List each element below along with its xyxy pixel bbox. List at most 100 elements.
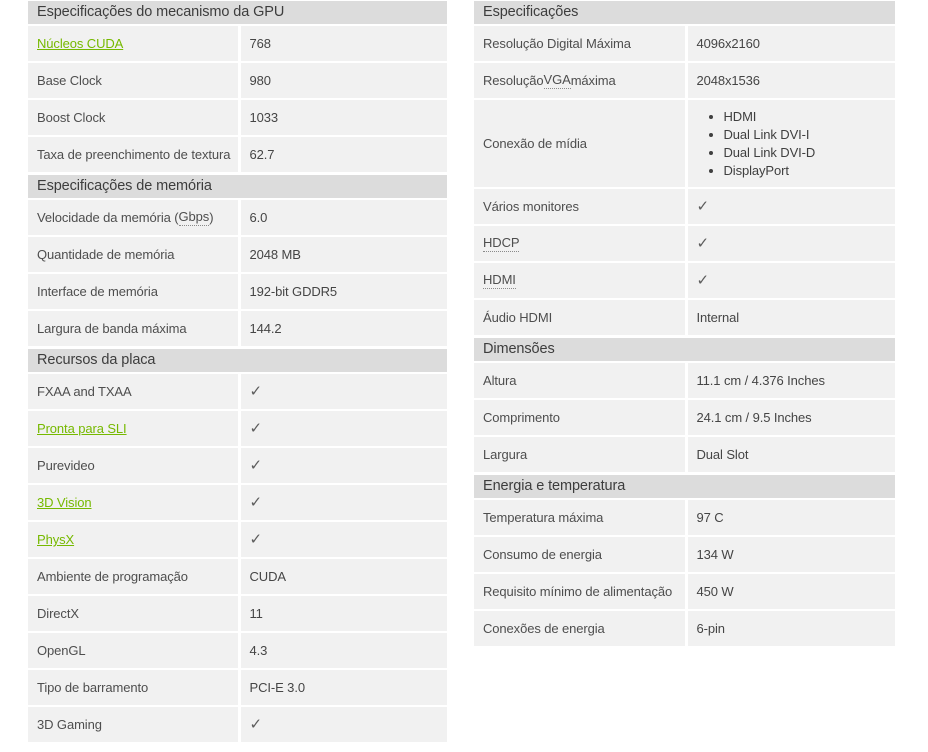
spec-label: Base Clock xyxy=(28,63,238,98)
spec-label: HDMI xyxy=(474,263,685,298)
spec-label-text: Velocidade da memória ( xyxy=(37,210,179,225)
spec-label-text: Tipo de barramento xyxy=(37,680,149,695)
spec-value-text: 62.7 xyxy=(249,147,275,162)
check-icon: ✓ xyxy=(249,383,263,400)
spec-value: ✓ xyxy=(684,226,896,261)
section-header-power-temperature: Energia e temperatura xyxy=(474,475,895,498)
media-connection-list: HDMIDual Link DVI-IDual Link DVI-DDispla… xyxy=(697,107,816,180)
spec-value: 62.7 xyxy=(237,137,448,172)
tooltip-term[interactable]: HDMI xyxy=(483,272,516,289)
spec-label: Requisito mínimo de alimentação xyxy=(474,574,685,609)
list-item: DisplayPort xyxy=(724,162,816,179)
spec-row: Resolução Digital Máxima 4096x2160 xyxy=(474,26,895,61)
spec-value-text: 144.2 xyxy=(249,321,282,336)
spec-label-text: Boost Clock xyxy=(37,110,106,125)
spec-label: Quantidade de memória xyxy=(28,237,238,272)
spec-label: Largura de banda máxima xyxy=(28,311,238,346)
spec-value-text: 980 xyxy=(249,73,271,88)
spec-label-text: Taxa de preenchimento de textura xyxy=(37,147,231,162)
spec-value-text: 24.1 cm / 9.5 Inches xyxy=(696,410,812,425)
spec-label-text: OpenGL xyxy=(37,643,86,658)
spec-value: ✓ xyxy=(237,485,448,520)
spec-row: OpenGL 4.3 xyxy=(28,633,447,668)
spec-value-text: 2048 MB xyxy=(249,247,301,262)
spec-row: PhysX ✓ xyxy=(28,522,447,557)
spec-value: HDMIDual Link DVI-IDual Link DVI-DDispla… xyxy=(684,100,896,187)
spec-row: DirectX 11 xyxy=(28,596,447,631)
spec-value-text: 450 W xyxy=(696,584,734,599)
spec-value: 24.1 cm / 9.5 Inches xyxy=(684,400,896,435)
section-dimensions: Dimensões Altura 11.1 cm / 4.376 Inches Com… xyxy=(474,338,895,472)
spec-link[interactable]: Pronta para SLI xyxy=(37,421,127,436)
spec-row: Requisito mínimo de alimentação 450 W xyxy=(474,574,895,609)
check-icon: ✓ xyxy=(249,420,263,437)
spec-value: 2048x1536 xyxy=(684,63,896,98)
spec-link[interactable]: 3D Vision xyxy=(37,495,92,510)
spec-label-text: Altura xyxy=(483,373,517,388)
spec-row: 3D Vision ✓ xyxy=(28,485,447,520)
spec-label-text: Interface de memória xyxy=(37,284,158,299)
spec-label: 3D Gaming xyxy=(28,707,238,742)
tooltip-term[interactable]: HDCP xyxy=(483,235,520,252)
section-header-display-specs: Especificações xyxy=(474,1,895,24)
spec-label: Conexão de mídia xyxy=(474,100,685,187)
spec-value: ✓ xyxy=(237,448,448,483)
section-header-memory-specs: Especificações de memória xyxy=(28,175,447,198)
spec-value: 1033 xyxy=(237,100,448,135)
spec-row: Conexão de mídia HDMIDual Link DVI-IDual … xyxy=(474,100,895,187)
spec-label-text: Base Clock xyxy=(37,73,102,88)
spec-value: 4.3 xyxy=(237,633,448,668)
tooltip-term[interactable]: VGA xyxy=(543,72,571,89)
spec-value-text: 192-bit GDDR5 xyxy=(249,284,338,299)
spec-row: Ambiente de programação CUDA xyxy=(28,559,447,594)
spec-label-text: Purevideo xyxy=(37,458,95,473)
spec-label: Consumo de energia xyxy=(474,537,685,572)
spec-value-text: 4096x2160 xyxy=(696,36,761,51)
spec-value-text: Internal xyxy=(696,310,740,325)
spec-value: 144.2 xyxy=(237,311,448,346)
spec-value-text: 4.3 xyxy=(249,643,268,658)
check-icon: ✓ xyxy=(249,494,263,511)
spec-row: Áudio HDMI Internal xyxy=(474,300,895,335)
spec-value: ✓ xyxy=(237,522,448,557)
spec-value-text: PCI-E 3.0 xyxy=(249,680,306,695)
spec-value: ✓ xyxy=(237,411,448,446)
spec-label: Comprimento xyxy=(474,400,685,435)
spec-label: OpenGL xyxy=(28,633,238,668)
spec-row: Altura 11.1 cm / 4.376 Inches xyxy=(474,363,895,398)
spec-label-text: Quantidade de memória xyxy=(37,247,175,262)
section-header-gpu-engine-specs: Especificações do mecanismo da GPU xyxy=(28,1,447,24)
spec-value: 768 xyxy=(237,26,448,61)
spec-label-text: máxima xyxy=(570,73,616,88)
spec-link[interactable]: Núcleos CUDA xyxy=(37,36,124,51)
spec-column-right: Especificações Resolução Digital Máxima 40… xyxy=(474,1,895,648)
spec-row: 3D Gaming ✓ xyxy=(28,707,447,742)
spec-value: ✓ xyxy=(237,374,448,409)
spec-label-text: Largura xyxy=(483,447,528,462)
spec-row: Vários monitores ✓ xyxy=(474,189,895,224)
spec-label: Largura xyxy=(474,437,685,472)
section-header-board-features: Recursos da placa xyxy=(28,349,447,372)
spec-label-text: FXAA and TXAA xyxy=(37,384,132,399)
spec-label: Boost Clock xyxy=(28,100,238,135)
spec-row: Velocidade da memória ( Gbps ) 6.0 xyxy=(28,200,447,235)
check-icon: ✓ xyxy=(249,716,263,733)
spec-label: PhysX xyxy=(28,522,238,557)
spec-value: 6-pin xyxy=(684,611,896,646)
spec-label-text: Resolução Digital Máxima xyxy=(483,36,631,51)
check-icon: ✓ xyxy=(696,235,710,252)
spec-value: PCI-E 3.0 xyxy=(237,670,448,705)
spec-label: Purevideo xyxy=(28,448,238,483)
spec-link[interactable]: PhysX xyxy=(37,532,75,547)
spec-label-text: Consumo de energia xyxy=(483,547,602,562)
section-header-dimensions: Dimensões xyxy=(474,338,895,361)
spec-label: Áudio HDMI xyxy=(474,300,685,335)
tooltip-term[interactable]: Gbps xyxy=(178,209,210,226)
spec-value-text: 1033 xyxy=(249,110,279,125)
section-power-temperature: Energia e temperatura Temperatura máxima 9… xyxy=(474,475,895,646)
spec-row: Boost Clock 1033 xyxy=(28,100,447,135)
spec-value: ✓ xyxy=(684,189,896,224)
spec-label: FXAA and TXAA xyxy=(28,374,238,409)
spec-label-text: Áudio HDMI xyxy=(483,310,553,325)
